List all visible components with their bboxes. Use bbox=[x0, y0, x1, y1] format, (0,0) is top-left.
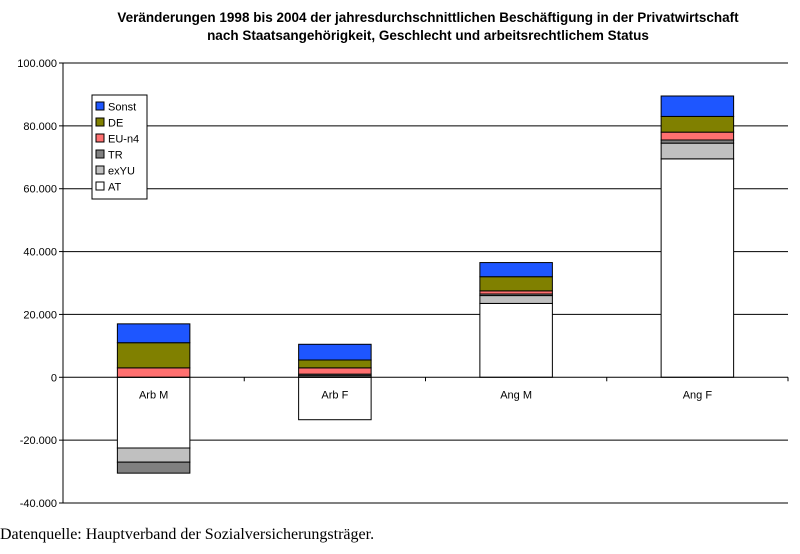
legend-label: EU-n4 bbox=[108, 134, 139, 146]
bars bbox=[116, 95, 735, 474]
category-label: Ang F bbox=[683, 389, 713, 401]
legend: Sonst DE EU-n4 TR exYU AT bbox=[91, 94, 148, 200]
legend-swatch bbox=[95, 133, 105, 143]
bar-segment-eu-n4 bbox=[298, 367, 372, 375]
bar-segment-sonst bbox=[660, 95, 735, 117]
category-label: Arb F bbox=[321, 389, 348, 401]
bar-segment-at bbox=[479, 302, 553, 378]
bar-segment-sonst bbox=[479, 262, 553, 278]
bar-segment-at bbox=[298, 376, 372, 421]
source-note: Datenquelle: Hauptverband der Sozialvers… bbox=[0, 526, 375, 543]
y-tick-label: 20.000 bbox=[23, 309, 57, 321]
bar-segment-at bbox=[116, 376, 191, 449]
bar-segment-exyu bbox=[660, 142, 735, 160]
bar-segment-eu-n4 bbox=[660, 131, 735, 141]
y-tick-labels: -40.000 -20.000 0 20.000 40.000 60.000 80.000 1… bbox=[17, 58, 57, 510]
legend-swatch bbox=[95, 165, 105, 175]
legend-label: Sonst bbox=[108, 102, 136, 114]
axes bbox=[59, 62, 789, 504]
bar-segment-at bbox=[660, 158, 735, 378]
legend-swatch bbox=[95, 117, 105, 127]
legend-swatch bbox=[95, 149, 105, 159]
legend-label: DE bbox=[108, 118, 123, 130]
y-tick-label: -20.000 bbox=[20, 435, 57, 447]
legend-label: AT bbox=[108, 182, 122, 194]
bar-segment-eu-n4 bbox=[116, 367, 191, 378]
y-tick-label: 80.000 bbox=[23, 121, 57, 133]
y-tick-label: 60.000 bbox=[23, 184, 57, 196]
y-tick-label: -40.000 bbox=[20, 498, 57, 510]
bar-segment-de bbox=[660, 115, 735, 133]
bar-segment-tr bbox=[116, 461, 191, 474]
bar-segment-de bbox=[298, 359, 372, 369]
y-tick-label: 40.000 bbox=[23, 247, 57, 259]
bar-segment-sonst bbox=[116, 323, 191, 344]
legend-label: exYU bbox=[108, 166, 135, 178]
chart-title-line-2: nach Staatsangehörigkeit, Geschlecht und… bbox=[207, 28, 649, 43]
legend-label: TR bbox=[108, 150, 123, 162]
bar-segment-de bbox=[116, 342, 191, 369]
chart-title-line-1: Veränderungen 1998 bis 2004 der jahresdu… bbox=[117, 10, 739, 25]
bar-segment-exyu bbox=[479, 295, 553, 304]
chart-title: Veränderungen 1998 bis 2004 der jahresdu… bbox=[117, 10, 739, 43]
y-tick-label: 100.000 bbox=[17, 58, 57, 70]
bar-segment-exyu bbox=[116, 447, 191, 463]
category-label: Arb M bbox=[139, 389, 168, 401]
bar-segment-sonst bbox=[298, 343, 372, 361]
bar-segment-de bbox=[479, 276, 553, 292]
legend-swatch bbox=[95, 101, 105, 111]
legend-swatch bbox=[95, 181, 105, 191]
category-labels: Arb M Arb F Ang M Ang F bbox=[139, 389, 712, 401]
y-tick-label: 0 bbox=[51, 372, 57, 384]
category-label: Ang M bbox=[500, 389, 532, 401]
